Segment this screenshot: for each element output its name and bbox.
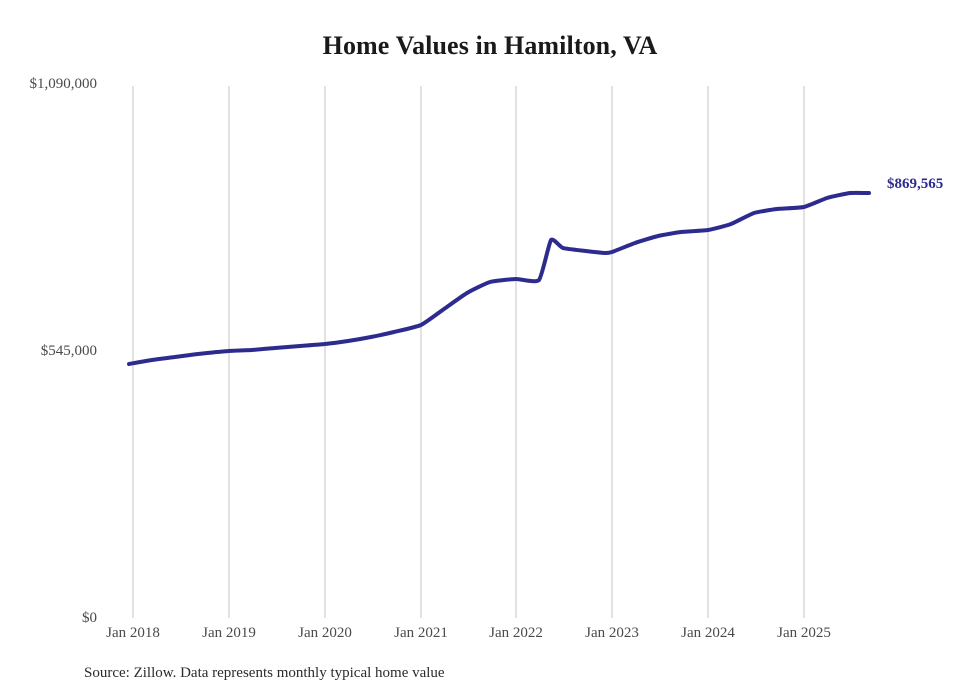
x-tick-label-jan-2018: Jan 2018 xyxy=(106,625,160,641)
y-tick-label-2: $1,090,000 xyxy=(29,76,98,92)
x-tick-label-jan-2025: Jan 2025 xyxy=(777,625,831,641)
data-series-line xyxy=(127,190,871,366)
x-tick-label-jan-2021: Jan 2021 xyxy=(394,625,448,641)
y-tick-label-1: $545,000 xyxy=(40,343,97,359)
x-tick-label-jan-2024: Jan 2024 xyxy=(681,625,735,641)
source-note: Source: Zillow. Data represents monthly … xyxy=(84,665,445,681)
x-tick-label-jan-2019: Jan 2019 xyxy=(202,625,256,641)
y-tick-label-0: $0 xyxy=(82,610,97,626)
x-tick-label-jan-2023: Jan 2023 xyxy=(585,625,639,641)
end-value-annotation: $869,565 xyxy=(887,176,944,192)
series-line-typical-home-value xyxy=(127,190,871,366)
x-tick-label-jan-2022: Jan 2022 xyxy=(489,625,543,641)
chart-title: Home Values in Hamilton, VA xyxy=(322,31,658,60)
x-tick-label-jan-2020: Jan 2020 xyxy=(298,625,352,641)
